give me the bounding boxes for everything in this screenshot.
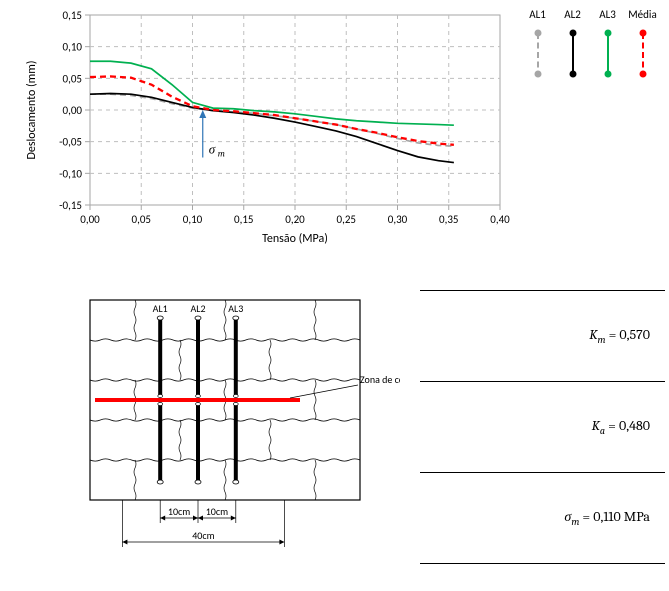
svg-text:0,25: 0,25: [337, 213, 356, 226]
svg-text:AL3: AL3: [228, 302, 243, 315]
svg-text:-0,15: -0,15: [59, 199, 82, 212]
results-table: Km = 0,570 Ka = 0,480 σm = 0,110 MPa: [420, 290, 665, 564]
svg-text:m: m: [218, 150, 225, 160]
result-row: Ka = 0,480: [420, 381, 665, 472]
svg-text:0,40: 0,40: [490, 213, 510, 226]
svg-text:0,05: 0,05: [63, 72, 82, 85]
schematic-diagram: Zona de corteAL1AL2AL310cm10cm40cm: [80, 280, 400, 570]
legend-label: AL1: [523, 8, 553, 21]
result-expression: Km = 0,570: [589, 326, 650, 346]
svg-text:0,30: 0,30: [388, 213, 408, 226]
svg-text:0,10: 0,10: [183, 213, 203, 226]
svg-text:Deslocamento (mm): Deslocamento (mm): [25, 61, 39, 160]
schematic-svg: Zona de corteAL1AL2AL310cm10cm40cm: [80, 280, 400, 570]
svg-text:AL2: AL2: [190, 302, 205, 315]
legend-label: AL3: [593, 8, 623, 21]
svg-text:Tensão (MPa): Tensão (MPa): [262, 232, 328, 245]
svg-text:-0,10: -0,10: [59, 167, 82, 180]
legend-label: Média: [628, 8, 658, 21]
svg-text:0,00: 0,00: [63, 104, 83, 117]
svg-text:0,10: 0,10: [63, 41, 83, 54]
result-expression: σm = 0,110 MPa: [564, 508, 650, 528]
svg-text:σ: σ: [209, 143, 216, 158]
svg-text:0,00: 0,00: [80, 213, 100, 226]
svg-text:0,20: 0,20: [285, 213, 305, 226]
svg-text:-0,05: -0,05: [59, 136, 82, 149]
result-row: σm = 0,110 MPa: [420, 472, 665, 564]
svg-text:10cm: 10cm: [206, 505, 228, 518]
chart-svg: 0,00 0,05 0,10 0,15 0,20 0,25 0,30 0,35 0,40 -0,1…: [20, 5, 510, 245]
result-row: Km = 0,570: [420, 290, 665, 381]
legend: AL1 AL2 AL3 Média: [520, 8, 660, 98]
svg-text:Zona de corte: Zona de corte: [360, 373, 400, 386]
svg-text:0,05: 0,05: [132, 213, 151, 226]
legend-item: [593, 25, 623, 85]
result-expression: Ka = 0,480: [592, 417, 650, 437]
svg-text:10cm: 10cm: [168, 505, 190, 518]
svg-text:0,15: 0,15: [234, 213, 253, 226]
line-chart: 0,00 0,05 0,10 0,15 0,20 0,25 0,30 0,35 0,40 -0,1…: [20, 5, 510, 245]
legend-item: [523, 25, 553, 85]
svg-text:0,35: 0,35: [439, 213, 458, 226]
svg-text:AL1: AL1: [153, 302, 168, 315]
legend-item: [628, 25, 658, 85]
svg-text:0,15: 0,15: [63, 9, 82, 22]
svg-text:40cm: 40cm: [192, 529, 214, 542]
legend-item: [558, 25, 588, 85]
legend-label: AL2: [558, 8, 588, 21]
